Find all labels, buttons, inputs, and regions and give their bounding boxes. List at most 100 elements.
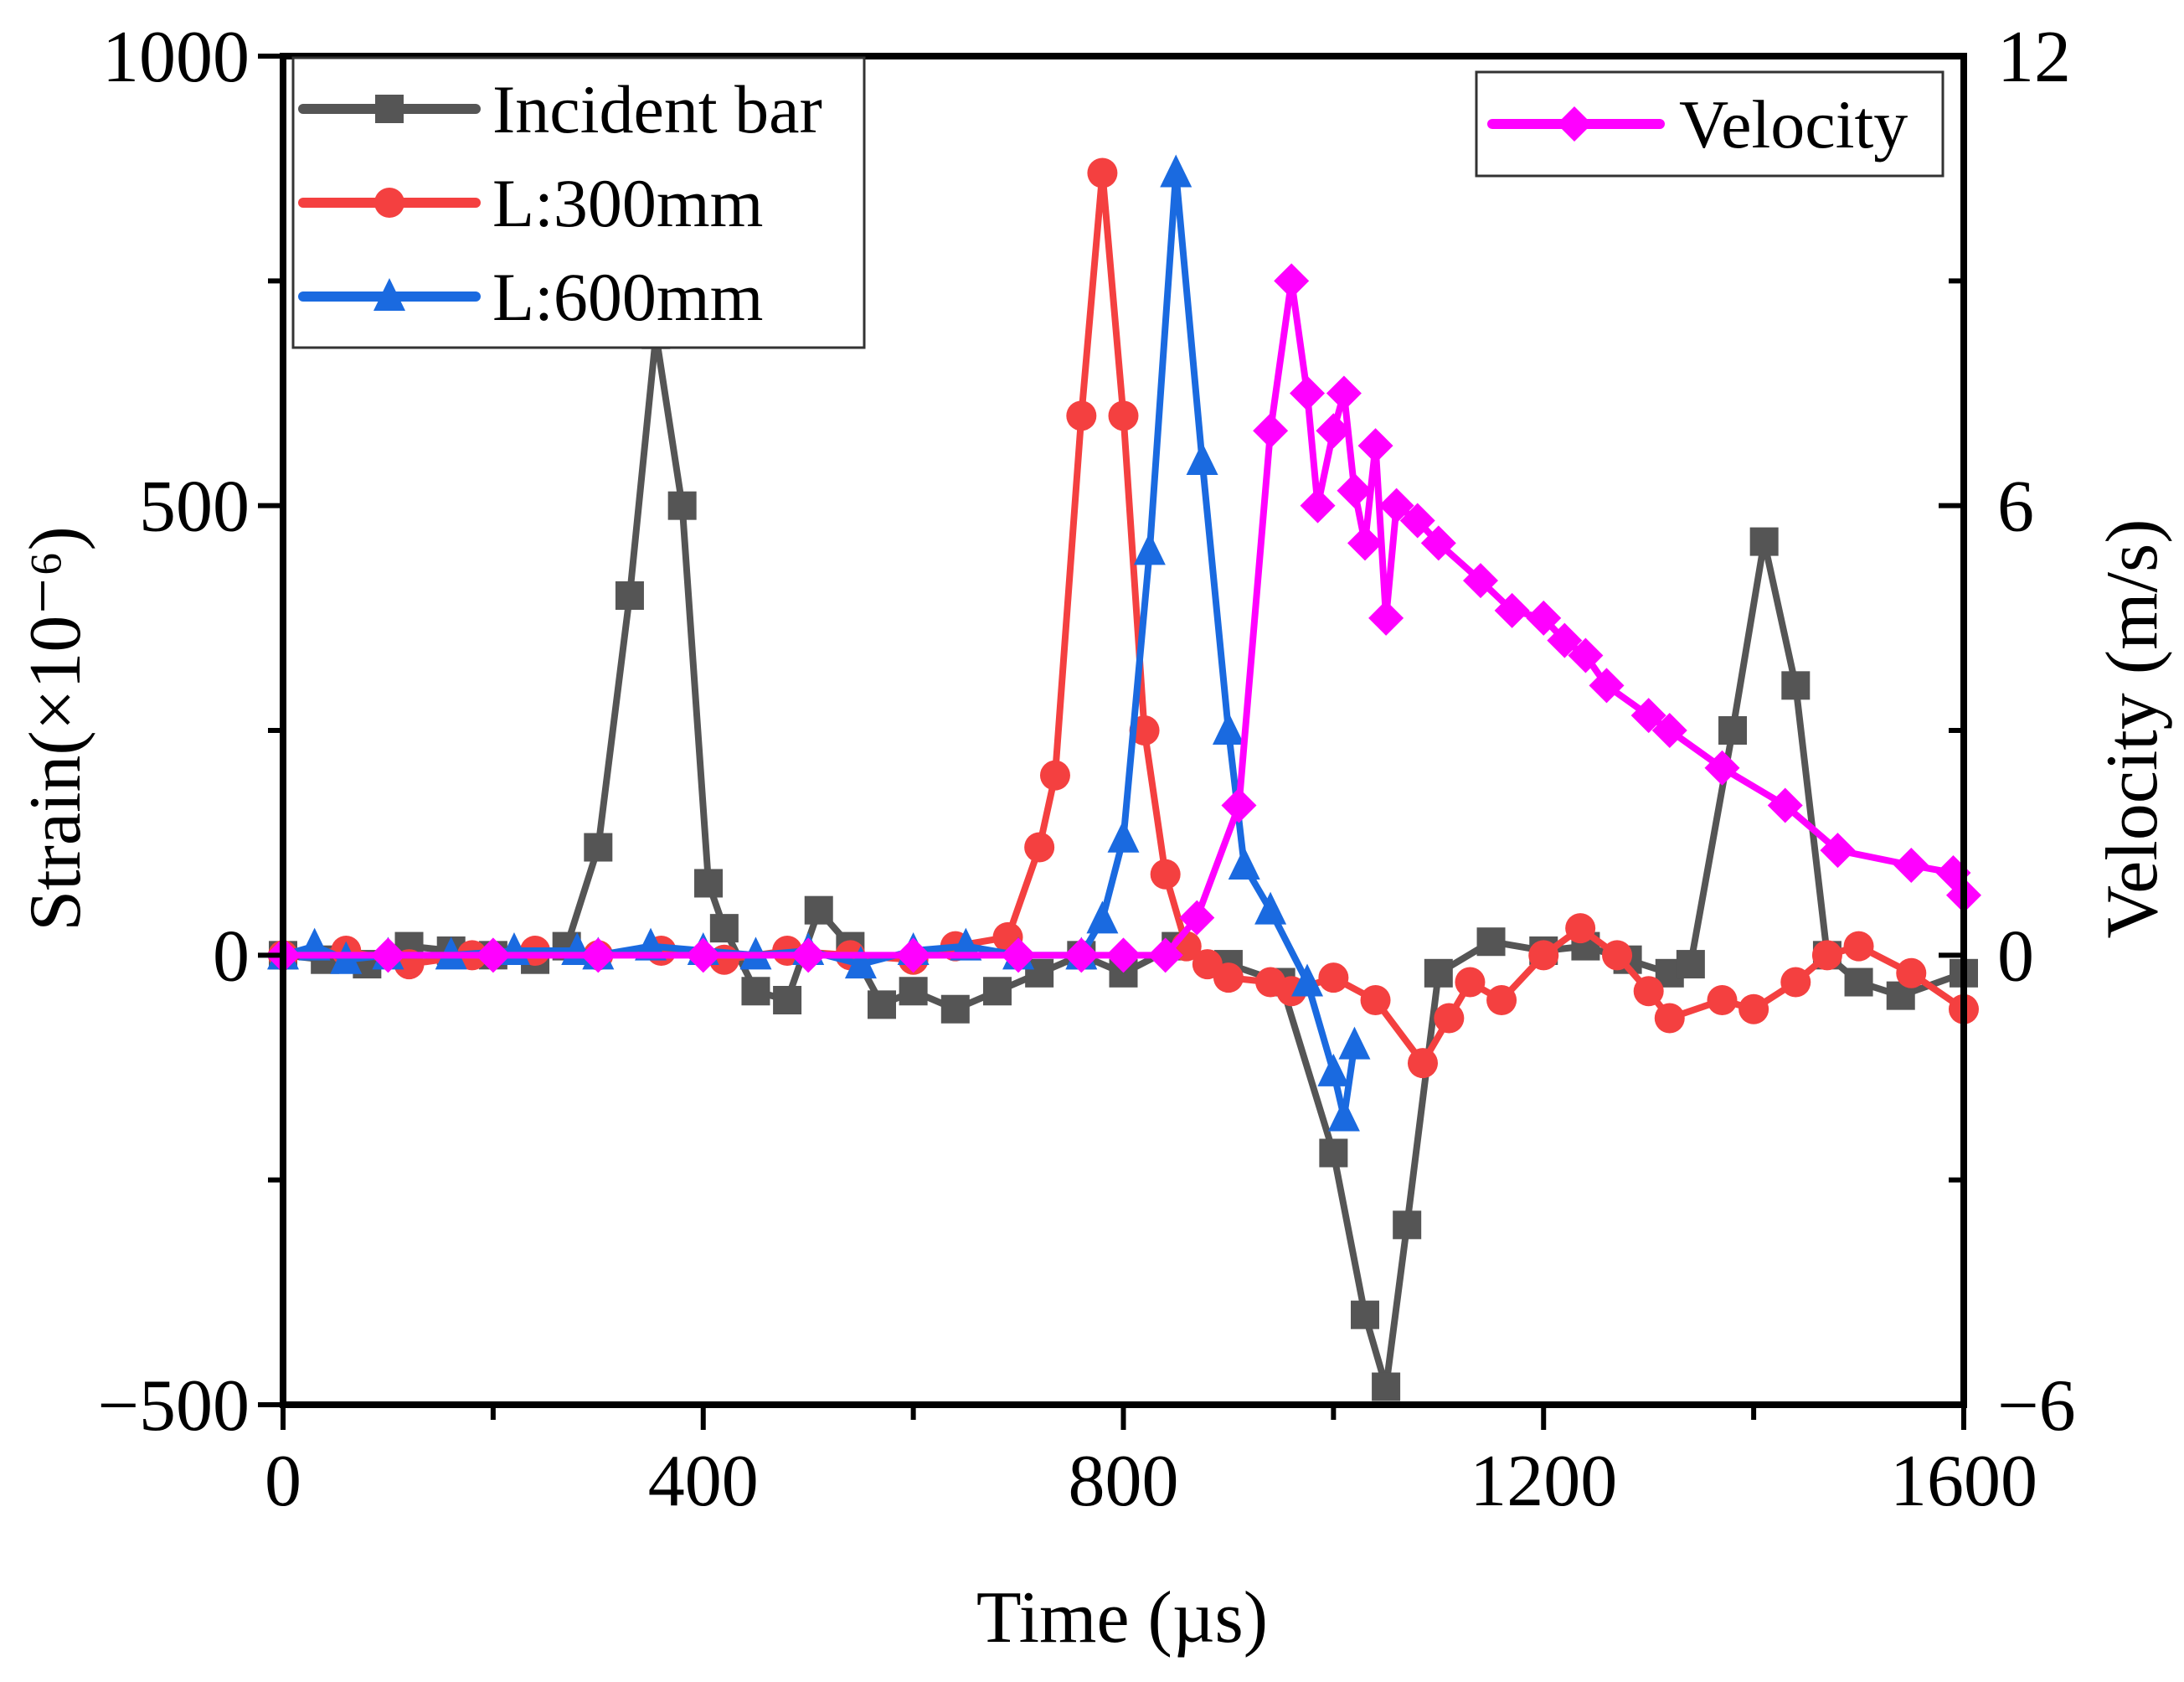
data-point [895, 937, 931, 973]
data-point [475, 937, 511, 973]
data-point [694, 869, 724, 898]
data-point [773, 986, 802, 1014]
y2-tick-label: 6 [1997, 467, 2034, 548]
data-point [1351, 1300, 1380, 1329]
data-point [899, 977, 928, 1006]
data-point [1811, 940, 1842, 971]
legend-marker-2 [373, 278, 405, 311]
data-point [580, 937, 616, 973]
x-tick-label: 400 [648, 1441, 759, 1522]
x-tick-label: 0 [265, 1441, 301, 1522]
data-point [1160, 154, 1192, 188]
data-point [1291, 963, 1324, 997]
data-point [1228, 847, 1260, 880]
series-line-0 [282, 331, 1965, 1390]
x-axis-label: Time (µs) [976, 1577, 1268, 1659]
data-point [1896, 957, 1927, 988]
y-tick-label: 0 [213, 916, 250, 997]
data-point [1105, 937, 1141, 973]
data-point [1420, 525, 1456, 561]
data-point [1462, 563, 1498, 599]
data-point [1844, 967, 1873, 997]
data-point [1781, 671, 1811, 700]
data-point [370, 937, 406, 973]
data-point [1704, 750, 1740, 786]
data-point [1357, 428, 1393, 464]
data-point [1528, 940, 1559, 971]
data-point [1707, 985, 1738, 1015]
data-point [1738, 993, 1769, 1024]
data-point [1317, 1053, 1350, 1086]
data-point [1393, 1210, 1422, 1240]
data-point [1150, 859, 1181, 890]
data-point [1290, 375, 1326, 411]
legend-label-incident: Incident bar [492, 71, 822, 147]
legend-label-l600: L:600mm [492, 259, 763, 335]
data-point [1820, 833, 1856, 869]
data-point [584, 833, 613, 862]
data-point [1254, 891, 1287, 925]
data-point [1108, 400, 1139, 431]
data-point [791, 937, 827, 973]
data-point [1338, 1026, 1371, 1060]
data-point [1147, 937, 1183, 973]
data-point [1843, 931, 1874, 962]
data-point [1589, 668, 1625, 704]
x-tick-label: 1200 [1470, 1441, 1617, 1522]
legend-label-velocity: Velocity [1679, 86, 1908, 163]
data-point [1300, 488, 1336, 524]
data-point [1526, 600, 1562, 636]
legend-left: Incident bar L:300mm L:600mm [291, 56, 866, 349]
data-point [667, 491, 697, 520]
data-point [1633, 976, 1664, 1007]
data-point [741, 977, 770, 1006]
data-point [1749, 527, 1779, 556]
data-point [1893, 848, 1929, 883]
y2-tick-label: 12 [1997, 17, 2071, 98]
data-point [1221, 787, 1257, 823]
data-point [1767, 787, 1803, 823]
legend-marker-1 [374, 188, 404, 218]
data-point [1486, 985, 1517, 1015]
data-point [1064, 937, 1100, 973]
data-point [1001, 937, 1037, 973]
y2-axis-label: Velocity (m/s) [2092, 519, 2173, 938]
data-point [1455, 967, 1486, 998]
data-point [1547, 622, 1583, 658]
data-point [1378, 488, 1414, 524]
data-point [1133, 532, 1166, 565]
data-point [1186, 442, 1218, 475]
data-point [1476, 927, 1506, 957]
data-point [1107, 819, 1140, 853]
y-axis-label: Strain(×10⁻⁶) [15, 526, 96, 931]
data-point [1494, 592, 1530, 628]
data-point [685, 937, 721, 973]
y-tick-label: −500 [97, 1365, 250, 1447]
data-point [1565, 913, 1596, 944]
legend-right: Velocity [1475, 70, 1944, 178]
data-point [1568, 637, 1604, 673]
y2-tick-label: 0 [1997, 916, 2034, 997]
series-0 [269, 320, 1978, 1401]
data-point [615, 581, 644, 610]
data-point [1179, 900, 1215, 936]
data-point [1718, 716, 1748, 745]
data-point [1407, 1048, 1438, 1079]
data-point [1087, 157, 1118, 188]
data-point [1676, 950, 1705, 979]
data-point [709, 914, 739, 943]
data-point [940, 994, 970, 1024]
data-point [1630, 698, 1666, 734]
data-point [1368, 600, 1404, 636]
y-tick-label: 500 [139, 467, 250, 548]
data-point [1651, 713, 1687, 748]
data-point [1039, 760, 1070, 791]
data-point [982, 977, 1012, 1006]
data-point [1213, 962, 1244, 993]
legend-marker-3 [1557, 106, 1592, 142]
data-point [1372, 1372, 1401, 1401]
legend-label-l300: L:300mm [492, 165, 763, 241]
data-point [1602, 940, 1633, 971]
